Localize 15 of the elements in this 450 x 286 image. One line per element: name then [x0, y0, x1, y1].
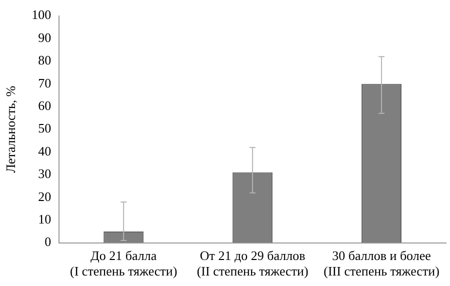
y-tick-label: 10	[38, 212, 52, 227]
x-tick-label: 30 баллов и более (III степень тяжести)	[324, 248, 440, 279]
y-tick-label: 80	[38, 52, 52, 68]
y-tick-label: 0	[44, 234, 52, 250]
y-tick-label: 30	[38, 166, 52, 182]
x-tick-label: До 21 балла (I степень тяжести)	[70, 248, 178, 279]
y-tick-label: 100	[32, 7, 52, 22]
y-tick-label: 20	[38, 188, 52, 204]
y-tick-label: 50	[38, 120, 52, 136]
y-tick-label: 70	[38, 75, 52, 90]
y-tick-label: 90	[38, 30, 52, 45]
x-tick-label: От 21 до 29 баллов (II степень тяжести)	[196, 248, 308, 279]
y-tick-label: 60	[38, 98, 52, 114]
y-tick-label: 40	[38, 143, 52, 158]
y-axis-title: Летальность, %	[3, 86, 18, 173]
